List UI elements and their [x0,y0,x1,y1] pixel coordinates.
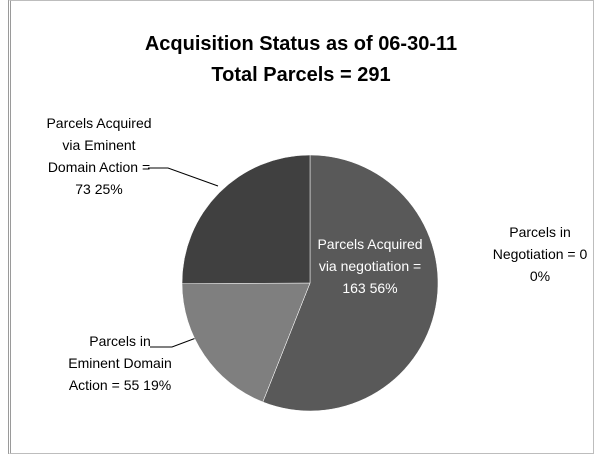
pie-slice [262,154,439,412]
chart-title: Acquisition Status as of 06-30-11 [144,33,458,55]
chart-subtitle: Total Parcels = 291 [211,64,391,86]
pie-slice [181,154,311,284]
value-label: = 0 [567,246,588,262]
data-label: Parcels in Negotiation = 0 0% [490,221,590,287]
value-label: = 73 [75,159,151,197]
data-label: Parcels Acquired via Eminent Domain Acti… [44,112,154,200]
category-label: Parcels Acquired via negotiation [317,236,423,274]
pie-slice [181,282,311,403]
category-label: Parcels in Eminent Domain Action [68,333,172,393]
value-label: = 163 [342,258,422,296]
chart-frame [8,0,594,454]
value-label: = 55 [111,377,140,393]
leader-line [150,337,197,348]
data-label: Parcels in Eminent Domain Action = 55 19… [68,330,172,396]
leader-line [148,167,219,187]
percent-label: 19% [143,377,172,393]
data-label: Parcels Acquired via negotiation = 163 5… [310,233,430,299]
percent-label: 25% [94,181,123,197]
percent-label: 56% [369,280,398,296]
category-label: Parcels Acquired via Eminent Domain Acti… [46,115,152,175]
percent-label: 0% [529,268,551,284]
category-label: Parcels in Negotiation [492,224,571,262]
